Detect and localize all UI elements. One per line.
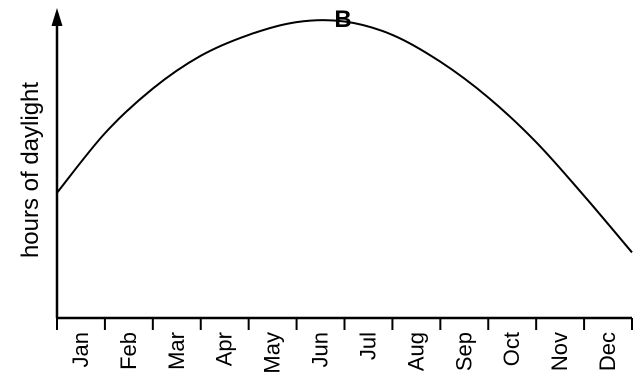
x-tick-label-mar: Mar <box>164 332 189 370</box>
x-tick-label-oct: Oct <box>499 332 524 366</box>
x-axis-ticks <box>56 318 633 330</box>
x-tick-label-sep: Sep <box>451 332 476 371</box>
x-axis-tick-labels: Jan Feb Mar Apr May Jun Jul Aug Sep Oct Nov Dec <box>68 332 620 374</box>
x-tick-label-dec: Dec <box>595 332 620 371</box>
x-tick-label-jun: Jun <box>308 332 333 367</box>
chart-title: B <box>334 6 351 33</box>
y-axis-label: hours of daylight <box>17 82 44 258</box>
y-axis-arrowhead <box>51 8 63 26</box>
x-tick-label-feb: Feb <box>116 332 141 370</box>
daylight-curve <box>56 19 633 254</box>
x-tick-label-aug: Aug <box>403 332 428 371</box>
x-tick-label-nov: Nov <box>547 332 572 371</box>
x-tick-label-jul: Jul <box>355 332 380 360</box>
x-tick-label-jan: Jan <box>68 332 93 367</box>
x-tick-label-may: May <box>260 332 285 374</box>
x-tick-label-apr: Apr <box>212 332 237 366</box>
